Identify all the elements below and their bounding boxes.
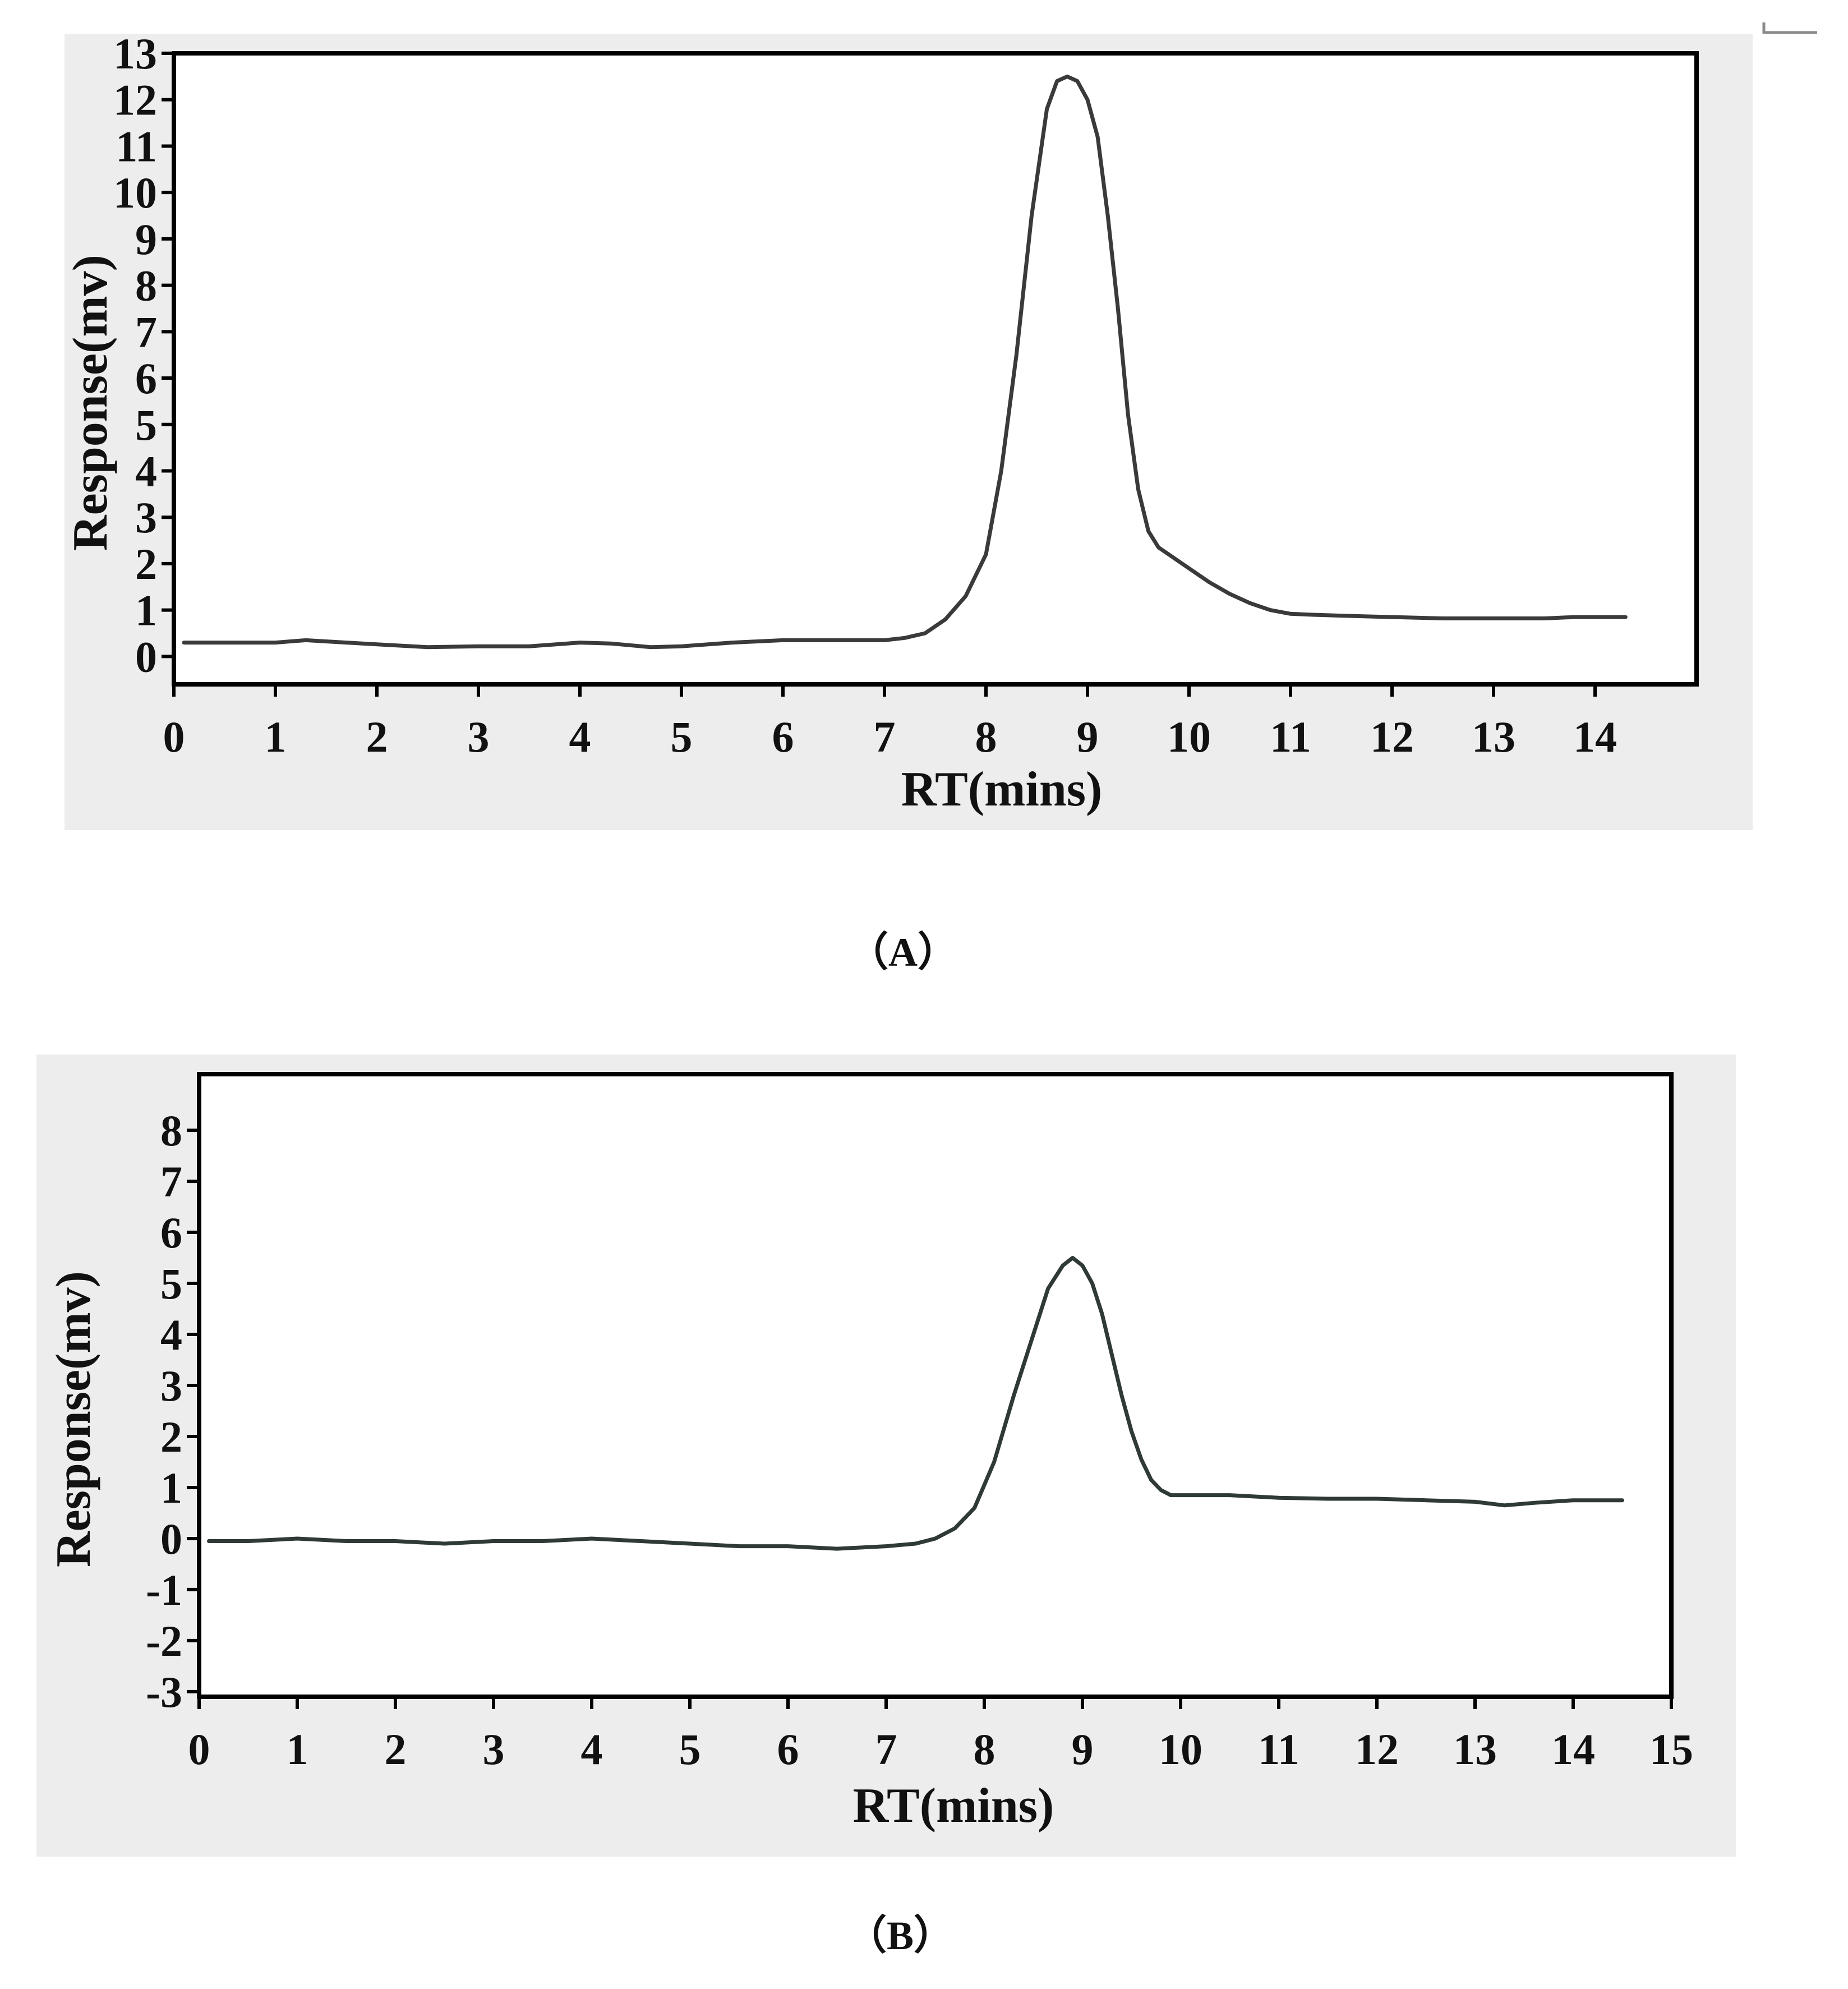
chart-b-x-tick-label: 11 [1258, 1725, 1299, 1774]
chart-a-y-tick-label: 5 [135, 400, 157, 449]
chart-a-x-tick-label: 13 [1472, 712, 1515, 761]
chart-b-panel-label: （B） [846, 1913, 954, 1958]
chart-a-y-tick-label: 3 [135, 493, 157, 542]
chart-a-x-tick-label: 14 [1573, 712, 1617, 761]
chart-b-y-tick-label: -2 [146, 1617, 182, 1665]
chart-b-x-tick-label: 8 [974, 1725, 996, 1774]
chart-b-y-tick-label: -3 [146, 1668, 182, 1716]
chart-b-x-axis-title: RT(mins) [853, 1779, 1054, 1833]
chart-b-x-tick-labels: 0 1 2 3 4 5 6 7 8 9 10 11 12 13 14 15 [188, 1725, 1694, 1774]
chart-a-x-tick-label: 11 [1270, 712, 1311, 761]
chart-a-y-tick-label: 2 [135, 540, 157, 588]
chart-a-x-tick-label: 4 [569, 712, 591, 761]
chart-b-y-tick-label: 7 [160, 1157, 182, 1206]
chart-b-x-tick-label: 9 [1072, 1725, 1094, 1774]
chart-b-x-tick-label: 1 [287, 1725, 308, 1774]
chart-b-y-tick-label: 4 [160, 1310, 182, 1359]
chart-a-y-tick-label: 11 [116, 122, 157, 171]
chart-b-y-tick-label: 2 [160, 1412, 182, 1461]
chart-b-plot-area [199, 1074, 1671, 1697]
chart-a-x-tick-label: 0 [163, 712, 185, 761]
chart-a-y-tick-label: 7 [135, 307, 157, 356]
chart-b-x-tick-label: 3 [483, 1725, 505, 1774]
chart-a-y-axis-title: Response(mv) [63, 255, 118, 551]
chart-b-x-tick-label: 6 [777, 1725, 799, 1774]
chart-b-x-tick-label: 4 [581, 1725, 603, 1774]
chart-b-y-tick-label: 0 [160, 1514, 182, 1563]
chart-a-y-tick-label: 1 [135, 586, 157, 635]
chart-a-x-tick-label: 3 [468, 712, 490, 761]
chart-b-x-tick-label: 10 [1159, 1725, 1202, 1774]
chart-a-x-tick-label: 7 [874, 712, 896, 761]
chart-a-x-axis-title: RT(mins) [901, 762, 1103, 817]
chart-a-y-tick-label: 0 [135, 632, 157, 681]
chart-b-y-tick-label: 1 [160, 1463, 182, 1512]
chart-b-y-tick-label: 8 [160, 1106, 182, 1155]
chart-a-plot-area [174, 53, 1697, 684]
chart-b-y-tick-label: 5 [160, 1259, 182, 1308]
chart-b-y-tick-label: 6 [160, 1208, 182, 1257]
chart-b-frame [197, 1072, 1674, 1699]
chart-a-y-tick-label: 13 [113, 29, 157, 78]
chart-a-x-tick-label: 8 [975, 712, 997, 761]
chart-b-x-tick-label: 5 [679, 1725, 701, 1774]
chart-a-y-tick-label: 10 [113, 168, 157, 217]
chart-a-x-tick-label: 2 [366, 712, 388, 761]
chart-a-y-tick-label: 9 [135, 215, 157, 264]
chart-a-y-tick-label: 12 [113, 76, 157, 125]
chart-a-series-line [182, 74, 1628, 650]
chart-b-x-tick-label: 2 [385, 1725, 407, 1774]
corner-mark [1762, 22, 1817, 34]
chart-b-x-tick-label: 12 [1355, 1725, 1399, 1774]
chart-a-y-tick-label: 8 [135, 261, 157, 310]
chart-a-x-tick-labels: 0 1 2 3 4 5 6 7 8 9 10 11 12 13 14 [163, 712, 1617, 761]
chart-a-x-tick-label: 12 [1370, 712, 1414, 761]
chart-a-panel-label: （A） [848, 930, 958, 975]
chart-b-x-tick-label: 15 [1649, 1725, 1693, 1774]
chart-a: 0 1 2 3 4 5 6 7 8 9 10 11 12 13 14 012345678910111213 … [63, 29, 1753, 975]
chart-a-frame [172, 51, 1699, 687]
chart-b-series-line [207, 1256, 1624, 1551]
chart-a-y-tick-label: 6 [135, 354, 157, 403]
chart-b-y-tick-label: -1 [146, 1566, 182, 1614]
chart-b-x-tick-label: 13 [1453, 1725, 1497, 1774]
chart-a-y-tick-label: 4 [135, 446, 157, 495]
chart-a-x-tick-label: 9 [1077, 712, 1099, 761]
chart-b-x-tick-label: 0 [188, 1725, 210, 1774]
chart-b-x-tick-label: 14 [1551, 1725, 1595, 1774]
chart-b-y-axis-title: Response(mv) [47, 1271, 101, 1567]
chart-a-x-tick-label: 6 [772, 712, 794, 761]
chart-a-x-tick-label: 10 [1167, 712, 1211, 761]
chart-a-x-tick-label: 5 [671, 712, 693, 761]
chart-b-x-tick-label: 7 [875, 1725, 897, 1774]
chart-b-y-tick-label: 3 [160, 1361, 182, 1410]
chart-a-x-tick-label: 1 [265, 712, 287, 761]
